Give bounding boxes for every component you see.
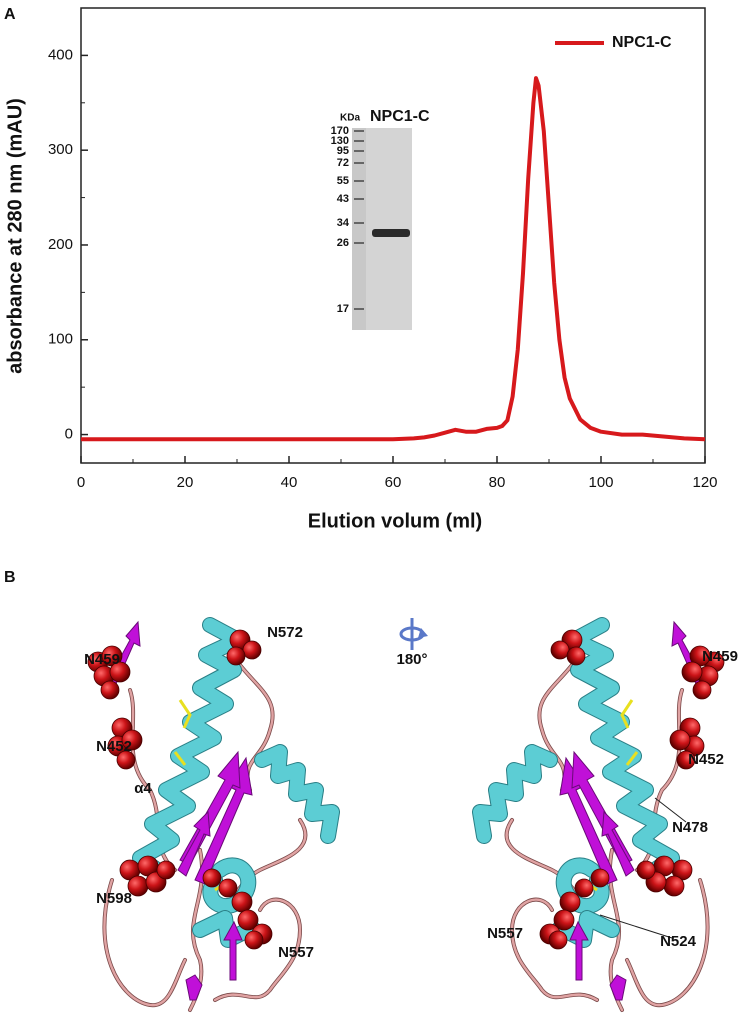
gel-band <box>372 229 410 237</box>
structure-back <box>480 622 724 1010</box>
y-tick-label: 400 <box>48 46 73 63</box>
legend-label: NPC1-C <box>612 34 672 51</box>
marker-label: 130 <box>331 135 349 147</box>
residue-label: N557 <box>278 944 314 961</box>
leader-lines <box>599 797 687 939</box>
panel-b: B 180° N459 N572 N452 α4 N598 N557 N459 N452 N47… <box>4 569 738 1010</box>
series-line <box>81 76 706 442</box>
marker-label: 55 <box>337 175 349 187</box>
residue-label: N557 <box>487 925 523 942</box>
residue-label: N524 <box>660 933 697 950</box>
residue-label: N478 <box>672 819 708 836</box>
marker-label: 95 <box>337 145 349 157</box>
residue-label: N459 <box>702 648 738 665</box>
x-axis-label: Elution volum (ml) <box>308 510 482 532</box>
x-tick-label: 120 <box>692 474 717 491</box>
y-tick-label: 300 <box>48 141 73 158</box>
residue-label: N598 <box>96 890 132 907</box>
rotation-icon <box>399 618 428 650</box>
y-tick-label: 200 <box>48 236 73 253</box>
panel-a: A 0 20 40 60 80 100 120 0 100 200 300 400 NPC1-C Elu… <box>4 6 718 532</box>
residue-label: N459 <box>84 651 120 668</box>
x-tick-label: 60 <box>385 474 402 491</box>
x-tick-label: 20 <box>177 474 194 491</box>
y-tick-label: 0 <box>65 426 73 443</box>
residue-label: α4 <box>134 780 152 797</box>
x-tick-label: 40 <box>281 474 298 491</box>
residue-label: N452 <box>688 751 724 768</box>
panel-label: A <box>4 6 16 23</box>
x-tick-label: 80 <box>489 474 506 491</box>
residue-labels: N459 N572 N452 α4 N598 N557 N459 N452 N478 N557 N5… <box>84 624 738 961</box>
rotation-label: 180° <box>396 651 427 668</box>
marker-label: 17 <box>337 303 349 315</box>
axes: 0 20 40 60 80 100 120 0 100 200 300 400 NPC1-C <box>48 34 718 491</box>
marker-lane <box>352 128 366 330</box>
y-tick-label: 100 <box>48 331 73 348</box>
x-tick-label: 100 <box>588 474 613 491</box>
marker-label: 43 <box>337 193 349 205</box>
marker-label: 34 <box>337 217 350 229</box>
gel-inset <box>352 128 412 330</box>
gel-unit: KDa <box>340 113 360 124</box>
panel-label: B <box>4 569 16 586</box>
marker-label: 170 <box>331 125 349 137</box>
residue-label: N452 <box>96 738 132 755</box>
marker-label: 26 <box>337 237 349 249</box>
x-tick-label: 0 <box>77 474 85 491</box>
gel-lane-label: NPC1-C <box>370 108 430 125</box>
residue-label: N572 <box>267 624 303 641</box>
y-axis-label: absorbance at 280 nm (mAU) <box>4 98 26 374</box>
marker-label: 72 <box>337 157 349 169</box>
